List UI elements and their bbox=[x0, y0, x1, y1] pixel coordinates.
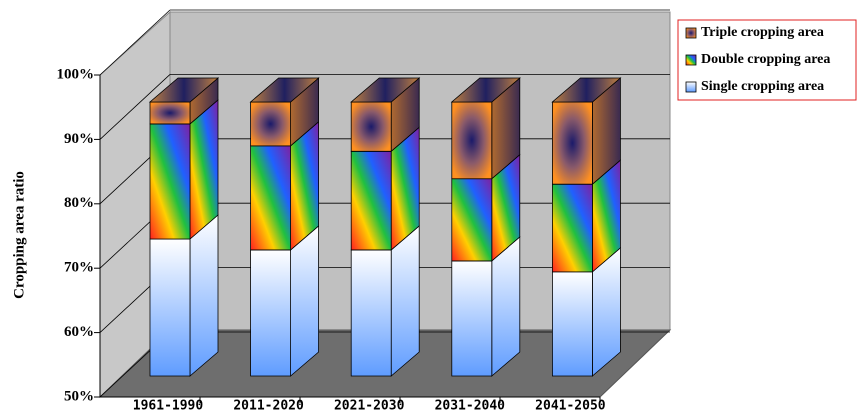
y-tick-label: 70% bbox=[64, 260, 94, 276]
bar-top bbox=[450, 77, 521, 103]
legend-swatch bbox=[685, 81, 697, 93]
bar-side bbox=[189, 214, 219, 377]
y-tick-label: 100% bbox=[57, 66, 95, 82]
legend-swatch bbox=[685, 54, 697, 66]
bar-top bbox=[551, 77, 622, 103]
legend bbox=[677, 19, 857, 101]
x-tick-label: 1961-1990 bbox=[133, 399, 204, 413]
bar-segment bbox=[350, 101, 392, 152]
bar-segment bbox=[552, 271, 593, 377]
bar-side bbox=[390, 225, 420, 377]
bar-top bbox=[350, 77, 421, 103]
bar-segment bbox=[250, 145, 292, 251]
legend-label: Triple cropping area bbox=[701, 25, 824, 40]
x-tick-label: 2021-2030 bbox=[334, 399, 405, 413]
x-tick-label: 2011-2020 bbox=[233, 399, 304, 413]
y-axis-title: Cropping area ratio bbox=[11, 171, 27, 299]
bar-segment bbox=[250, 101, 292, 147]
legend-swatch bbox=[685, 27, 697, 39]
bar-segment bbox=[451, 178, 493, 262]
bar-segment bbox=[350, 249, 392, 377]
x-tick-label: 2031-2040 bbox=[435, 399, 506, 413]
y-tick-label: 60% bbox=[64, 324, 94, 340]
grid-line bbox=[99, 74, 171, 140]
legend-label: Single cropping area bbox=[701, 79, 824, 94]
x-tick-label: 2041-2050 bbox=[535, 399, 606, 413]
legend-label: Double cropping area bbox=[701, 52, 830, 67]
bar-segment bbox=[149, 123, 191, 240]
y-tick-label: 80% bbox=[64, 195, 94, 211]
bar-top bbox=[148, 77, 220, 103]
bar-segment bbox=[451, 260, 493, 377]
bar-segment bbox=[149, 101, 191, 125]
bar-segment bbox=[451, 101, 493, 180]
y-tick-label: 90% bbox=[64, 131, 94, 147]
bar-segment bbox=[552, 183, 593, 273]
bar-side bbox=[290, 225, 320, 377]
grid-line bbox=[99, 9, 171, 76]
bar-top bbox=[249, 77, 320, 103]
bar-segment bbox=[552, 101, 593, 185]
y-tick-label: 50% bbox=[64, 388, 94, 404]
bar-segment bbox=[250, 249, 292, 377]
bar-segment bbox=[149, 238, 191, 377]
bar-segment bbox=[350, 150, 392, 251]
